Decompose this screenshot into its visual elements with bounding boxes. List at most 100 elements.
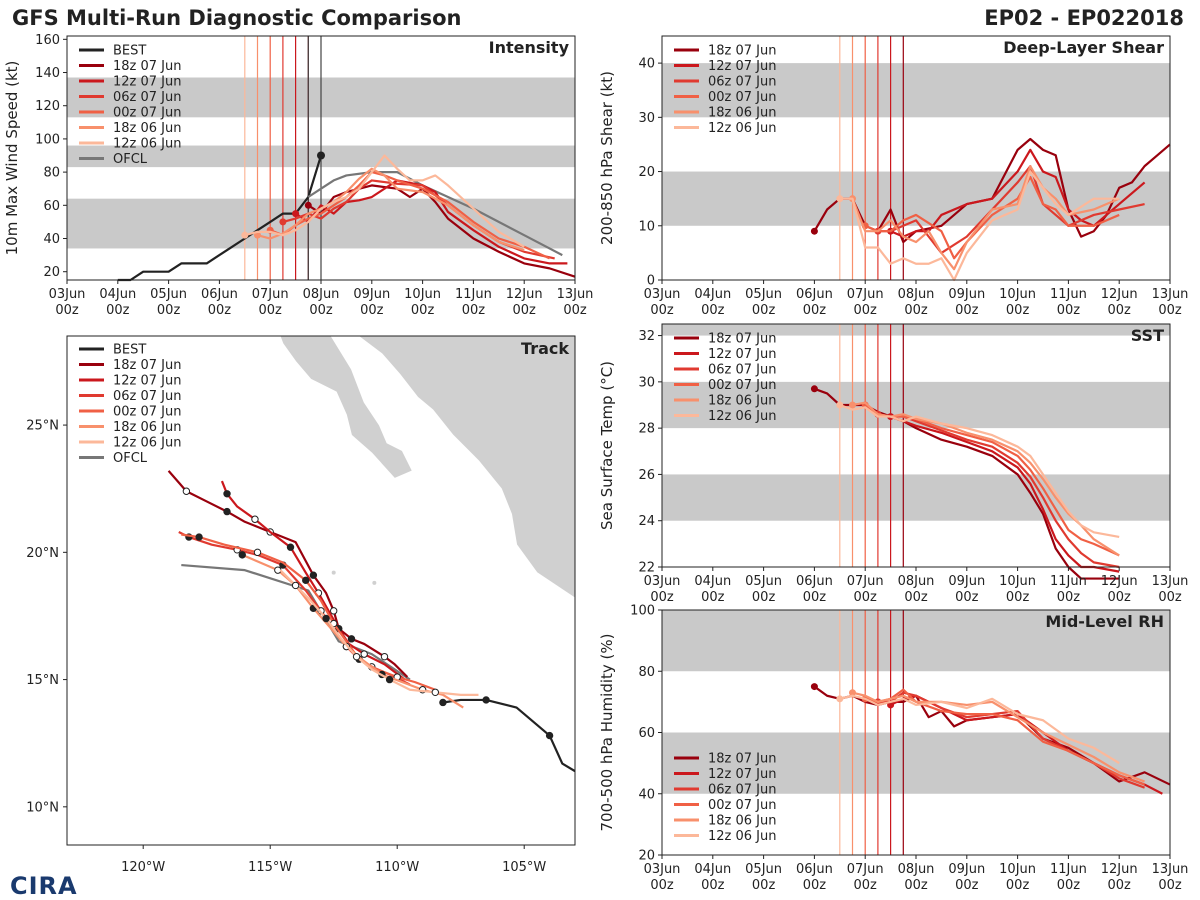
series-marker-r12z06 [836,695,844,703]
y-tick-label: 20 [638,165,655,180]
shaded-band [662,610,1170,672]
series-marker-r18z06 [849,689,856,697]
legend-label: 18z 06 Jun [708,106,777,121]
x-tick-label: 03Jun [49,287,86,302]
legend-label: 18z 06 Jun [708,814,777,829]
legend-label: 12z 06 Jun [708,121,777,136]
baja-peninsula [279,336,414,480]
track-marker-r18z07 [223,507,231,516]
series-marker-r12z06 [836,401,844,409]
panel-title: Intensity [489,38,570,57]
x-tick-label: 00z [1057,878,1081,893]
series-line-r00z07 [864,404,1120,557]
y-tick-label: 28 [638,422,655,437]
series-marker-r18z07 [810,385,818,393]
sst-panel: 22242628303203Jun00z04Jun00z05Jun00z06Ju… [598,323,1188,605]
x-tick-label: 00z [208,303,232,318]
x-tick-label: 00z [1158,590,1182,605]
track-marker-r18z06 [274,566,282,574]
x-tick-label: 07Jun [847,862,884,877]
x-tick-label: 13Jun [1152,862,1189,877]
y-tick-label: 120 [35,99,60,114]
x-tick-label: 08Jun [898,574,935,589]
x-tick-label: 07Jun [847,574,884,589]
track-marker-r12z07 [223,490,231,498]
mexico-mainland [275,336,575,599]
x-tick-label: 09Jun [353,287,390,302]
track-marker-r18z07 [309,571,318,579]
x-tick-label: 03Jun [644,574,681,589]
x-tick-label: 00z [259,303,283,318]
panel-title: Mid-Level RH [1045,612,1164,631]
legend-label: 12z 06 Jun [708,409,777,424]
y-tick-label: 40 [638,57,655,72]
track-marker-best [482,696,490,704]
x-tick-label: 12Jun [506,287,543,302]
x-tick-label: 00z [1158,303,1182,318]
x-tick-label: 07Jun [847,287,884,302]
track-marker-r18z07 [330,607,338,615]
x-tick-label: 00z [1108,590,1132,605]
main-title: GFS Multi-Run Diagnostic Comparison [12,6,462,30]
x-tick-label: 00z [701,878,725,893]
series-line-r06z07 [877,165,1145,254]
track-marker-r12z06 [385,675,394,684]
legend-label: 06z 07 Jun [113,90,182,105]
x-tick-label: 04Jun [99,287,136,302]
x-tick-label: 00z [752,303,776,318]
x-tick-label: 11Jun [1050,287,1087,302]
x-tick-label: 10Jun [999,574,1036,589]
intensity-panel: 2040608010012014016003Jun00z04Jun00z05Ju… [3,33,593,318]
track-marker-r12z07 [360,650,368,658]
x-tick-label: 00z [650,878,674,893]
legend-label: 00z 07 Jun [113,405,182,420]
legend-label: 12z 06 Jun [708,829,777,844]
legend-label: 18z 06 Jun [708,394,777,409]
island [372,580,377,585]
x-tick-label: 04Jun [694,862,731,877]
x-tick-label: 00z [1006,878,1030,893]
y-tick-label: 100 [35,132,60,147]
series-marker-r18z07 [304,201,312,209]
y-axis-label: 200-850 hPa Shear (kt) [598,71,616,245]
legend-label: 12z 07 Jun [708,347,777,362]
y-tick-label: 15°N [26,673,59,688]
y-tick-label: 20 [638,849,655,864]
x-tick-label: 00z [803,590,827,605]
track-marker-r12z06 [291,581,300,590]
y-tick-label: 60 [43,199,60,214]
island [331,570,336,575]
legend-label: 06z 07 Jun [708,783,777,798]
y-tick-label: 10°N [26,800,59,815]
shaded-band [662,324,1170,336]
x-tick-label: 00z [309,303,333,318]
track-marker-r12z07 [286,543,295,551]
x-tick-label: 08Jun [898,287,935,302]
legend-label: 00z 07 Jun [708,90,777,105]
x-tick-label: 105°W [502,860,546,875]
x-tick-label: 13Jun [1152,287,1189,302]
legend-label: 18z 06 Jun [113,420,182,435]
x-tick-label: 03Jun [644,287,681,302]
x-tick-label: 00z [803,878,827,893]
legend-label: 12z 06 Jun [113,137,182,152]
y-tick-label: 80 [43,166,60,181]
x-tick-label: 00z [904,590,928,605]
series-line-r12z07 [890,148,1146,238]
track-marker-r00z07 [253,548,262,557]
x-tick-label: 00z [955,878,979,893]
series-line-r18z06 [852,691,1145,783]
series-marker-r12z06 [836,195,844,203]
shaded-band [662,474,1170,521]
x-tick-label: 00z [513,303,537,318]
y-axis-label: 10m Max Wind Speed (kt) [3,61,21,256]
y-tick-label: 20 [43,265,60,280]
track-layer [167,470,575,773]
track-line-r18z06 [241,553,464,709]
x-tick-label: 06Jun [201,287,238,302]
x-tick-label: 00z [1006,590,1030,605]
x-tick-label: 04Jun [694,287,731,302]
x-tick-label: 00z [462,303,486,318]
cira-logo: CIRA [10,872,78,900]
series-line-r12z07 [890,415,1120,573]
